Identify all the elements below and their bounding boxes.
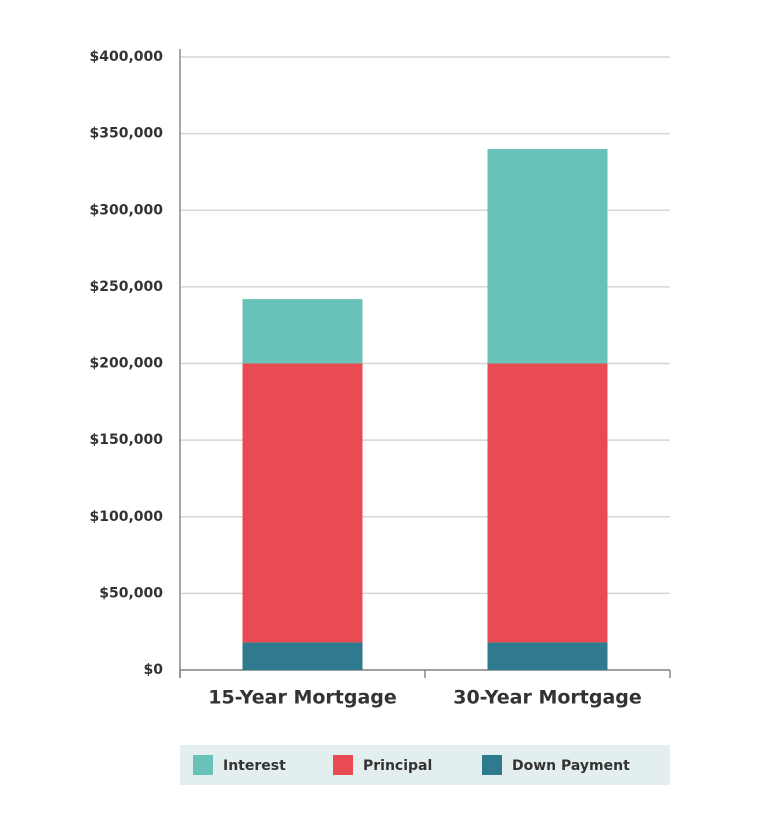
bar-segment [242, 299, 363, 364]
x-tick-label: 15-Year Mortgage [208, 687, 397, 709]
bar-segment [487, 642, 608, 670]
bar-segment [242, 642, 363, 670]
bar-segment [487, 148, 608, 364]
legend-box [180, 745, 670, 785]
y-tick-label: $50,000 [99, 585, 163, 601]
y-tick-label: $150,000 [89, 432, 163, 448]
x-tick-label: 30-Year Mortgage [453, 687, 642, 709]
bar-segment [487, 363, 608, 643]
legend-label: Down Payment [512, 758, 630, 774]
y-tick-label: $350,000 [89, 126, 163, 142]
y-tick-label: $0 [144, 662, 164, 678]
legend-swatch [193, 755, 213, 775]
y-tick-label: $400,000 [89, 49, 163, 65]
y-tick-label: $250,000 [89, 279, 163, 295]
legend-swatch [482, 755, 502, 775]
y-tick-label: $300,000 [89, 202, 163, 218]
bar-segment [242, 363, 363, 643]
legend-swatch [333, 755, 353, 775]
y-tick-label: $100,000 [89, 509, 163, 525]
y-tick-label: $200,000 [89, 356, 163, 372]
legend-label: Interest [223, 758, 286, 774]
legend-label: Principal [363, 758, 432, 774]
